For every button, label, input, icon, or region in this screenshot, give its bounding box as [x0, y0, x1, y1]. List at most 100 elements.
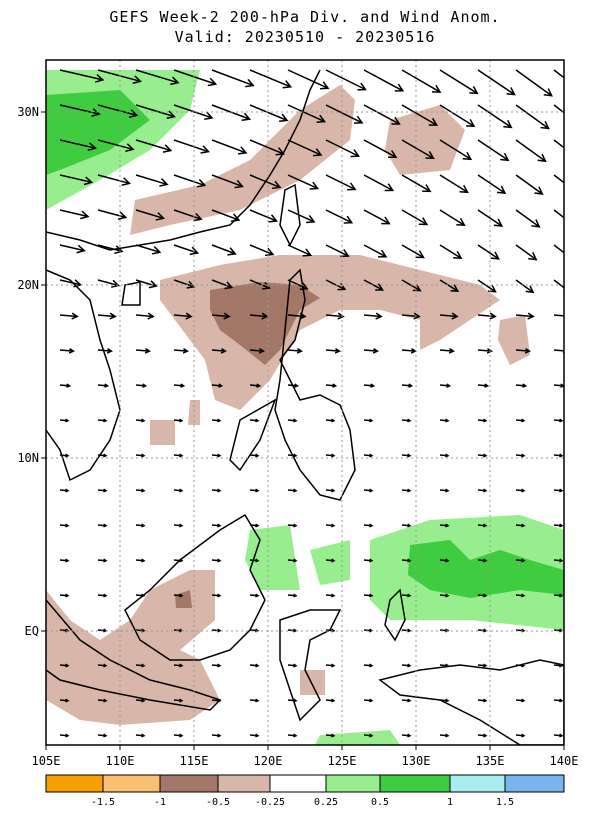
- wind-arrow: [97, 279, 120, 288]
- wind-arrow: [59, 383, 72, 388]
- colorbar-box: [449, 774, 506, 793]
- wind-arrow: [249, 453, 260, 458]
- wind-arrow: [173, 733, 184, 738]
- wind-arrow: [173, 174, 207, 188]
- wind-arrow: [439, 347, 455, 354]
- wind-arrow: [515, 488, 526, 493]
- wind-arrow: [325, 383, 338, 388]
- lon-label: 140E: [550, 754, 579, 768]
- wind-arrow: [97, 347, 113, 354]
- wind-arrow: [287, 558, 298, 563]
- wind-arrow: [553, 279, 564, 293]
- wind-arrow: [401, 139, 435, 160]
- wind-arrow: [325, 488, 336, 493]
- wind-arrow: [59, 698, 70, 703]
- wind-arrow: [325, 347, 341, 354]
- wind-arrow: [211, 174, 244, 189]
- wind-arrow: [211, 244, 237, 256]
- wind-arrow: [363, 558, 374, 563]
- wind-arrow: [135, 347, 151, 354]
- wind-arrow: [249, 244, 275, 257]
- wind-arrow: [249, 593, 260, 598]
- wind-arrow: [211, 698, 222, 703]
- wind-arrow: [97, 628, 108, 633]
- wind-arrow: [553, 347, 564, 354]
- wind-arrow: [439, 698, 450, 703]
- wind-arrow: [135, 523, 146, 528]
- wind-arrow: [363, 593, 374, 598]
- wind-arrow: [287, 69, 330, 90]
- wind-arrow: [477, 244, 500, 260]
- wind-arrow: [287, 698, 298, 703]
- colorbar-box: [504, 774, 565, 793]
- wind-arrow: [173, 418, 184, 423]
- wind-arrow: [325, 698, 336, 703]
- wind-arrow: [97, 418, 108, 423]
- wind-arrow: [363, 698, 374, 703]
- wind-arrow: [439, 69, 479, 95]
- wind-arrow: [515, 663, 526, 668]
- colorbar-label: -1.5: [91, 797, 115, 808]
- wind-arrow: [173, 698, 184, 703]
- wind-arrow: [477, 523, 488, 528]
- wind-arrow: [363, 312, 383, 320]
- wind-arrow: [553, 69, 564, 79]
- wind-arrow: [439, 453, 450, 458]
- wind-arrow: [135, 488, 146, 493]
- wind-arrow: [97, 383, 110, 388]
- wind-arrow: [439, 593, 450, 598]
- wind-arrow: [439, 558, 450, 563]
- wind-arrow: [135, 593, 146, 598]
- colorbar-box: [269, 774, 327, 793]
- lon-label: 120E: [254, 754, 283, 768]
- wind-arrow: [59, 733, 70, 738]
- wind-arrow: [173, 383, 186, 388]
- wind-arrow: [515, 174, 544, 195]
- wind-arrow: [287, 104, 327, 123]
- wind-arrow: [363, 244, 388, 258]
- wind-arrow: [477, 558, 488, 563]
- title: GEFS Week-2 200-hPa Div. and Wind Anom.: [109, 8, 500, 26]
- map-area: [46, 60, 564, 745]
- wind-arrow: [401, 418, 412, 423]
- wind-arrow: [249, 69, 293, 89]
- wind-arrow: [135, 663, 146, 668]
- map-frame: [45, 59, 565, 746]
- wind-arrow: [401, 347, 417, 354]
- wind-arrow: [325, 139, 361, 158]
- wind-arrow: [515, 347, 531, 354]
- wind-arrow: [515, 523, 526, 528]
- wind-arrow: [477, 209, 504, 227]
- wind-arrow: [287, 663, 298, 668]
- wind-arrow: [287, 279, 309, 291]
- wind-arrow: [325, 663, 336, 668]
- wind-arrow: [211, 453, 222, 458]
- lon-label: 115E: [180, 754, 209, 768]
- wind-arrow: [325, 418, 336, 423]
- wind-arrow: [477, 139, 510, 162]
- wind-arrow: [325, 593, 336, 598]
- wind-arrow: [553, 209, 564, 219]
- wind-arrow: [211, 663, 222, 668]
- wind-arrow: [363, 209, 391, 225]
- wind-arrow: [325, 733, 336, 738]
- wind-arrow: [211, 733, 222, 738]
- wind-arrow: [59, 174, 94, 186]
- wind-arrow: [515, 418, 526, 423]
- wind-arrow: [363, 69, 405, 92]
- wind-arrow: [135, 209, 165, 221]
- wind-arrow: [477, 279, 497, 293]
- wind-arrow: [325, 244, 350, 258]
- wind-arrow: [515, 279, 535, 294]
- wind-arrow: [135, 733, 146, 738]
- wind-arrow: [401, 733, 412, 738]
- wind-arrow: [97, 244, 124, 255]
- wind-arrow: [477, 383, 490, 388]
- wind-arrow: [477, 628, 488, 633]
- wind-arrow: [363, 453, 374, 458]
- lon-label: 135E: [476, 754, 505, 768]
- wind-arrow: [249, 663, 260, 668]
- wind-arrow: [515, 698, 526, 703]
- wind-arrow: [249, 104, 289, 122]
- wind-arrow: [401, 209, 429, 226]
